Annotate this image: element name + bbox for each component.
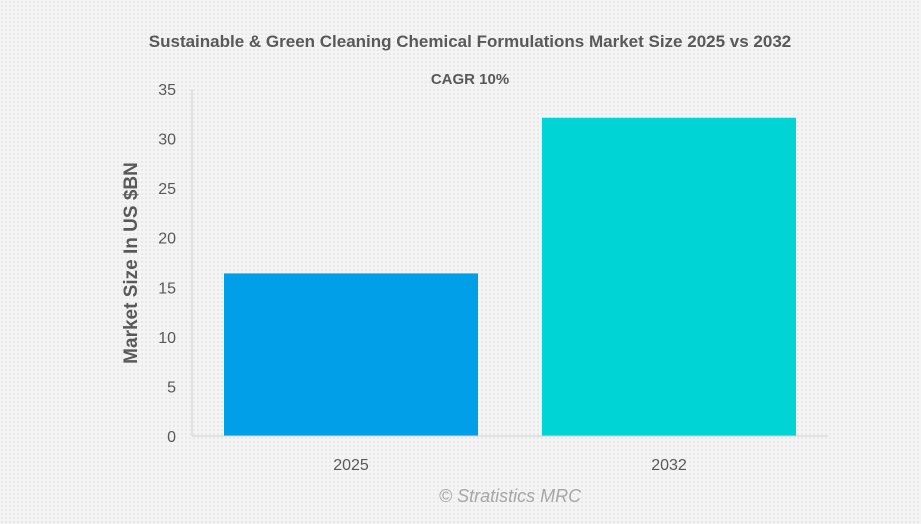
- x-tick-label: 2025: [333, 457, 369, 474]
- x-tick-label: 2032: [651, 457, 687, 474]
- y-tick-label: 30: [158, 132, 176, 149]
- x-axis: 2025 2032: [333, 457, 687, 474]
- bar-2032: [542, 117, 796, 436]
- watermark-text: © Stratistics MRC: [439, 486, 582, 506]
- y-axis: 0 5 10 15 20 25 30 35: [158, 82, 176, 446]
- chart-subtitle: CAGR 10%: [431, 71, 509, 88]
- y-tick-label: 15: [158, 280, 176, 297]
- y-tick-label: 5: [167, 379, 176, 396]
- y-tick-label: 25: [158, 181, 176, 198]
- y-axis-label: Market Size In US $BN: [121, 162, 142, 364]
- y-tick-label: 20: [158, 231, 176, 248]
- bar-2025: [224, 273, 478, 436]
- y-tick-label: 0: [167, 429, 176, 446]
- y-tick-label: 10: [158, 330, 176, 347]
- chart-title: Sustainable & Green Cleaning Chemical Fo…: [149, 32, 791, 51]
- bars: [224, 117, 796, 436]
- y-tick-label: 35: [158, 82, 176, 99]
